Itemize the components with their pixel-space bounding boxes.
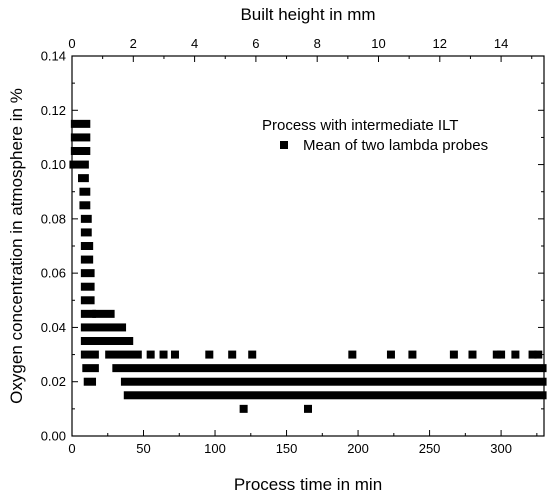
- y-tick-label: 0.14: [41, 49, 66, 64]
- data-point-run: [80, 255, 94, 264]
- data-point: [386, 350, 395, 359]
- data-point: [449, 350, 458, 359]
- data-point-run: [80, 242, 94, 250]
- x2-tick-label: 2: [130, 36, 137, 51]
- axis-ticks: 0 50 100 150 200 250 300 0 2 4 6 8 10 12 14 0.00 0.02 0.0…: [41, 36, 544, 456]
- y-tick-label: 0.04: [41, 320, 66, 335]
- data-point-run: [120, 377, 547, 386]
- x-tick-label: 150: [276, 441, 298, 456]
- x2-tick-label: 14: [494, 36, 508, 51]
- y-axis-title: Oxygen concentration in atmosphere in %: [7, 88, 26, 404]
- x2-tick-label: 10: [371, 36, 385, 51]
- y-tick-label: 0.00: [41, 429, 66, 444]
- x-tick-label: 50: [136, 441, 150, 456]
- data-point-run: [80, 269, 95, 278]
- data-point-run: [80, 350, 99, 359]
- data-point: [348, 350, 357, 359]
- data-point-run: [79, 201, 91, 210]
- x-tick-label: 250: [419, 441, 441, 456]
- legend: Process with intermediate ILT Mean of tw…: [262, 117, 488, 154]
- data-point: [528, 350, 537, 359]
- data-point-run: [78, 174, 89, 183]
- data-point-run: [80, 296, 95, 305]
- data-point: [146, 350, 155, 359]
- data-point: [205, 350, 214, 359]
- data-point: [408, 350, 417, 359]
- legend-marker-square: [280, 141, 288, 149]
- x2-tick-label: 4: [191, 36, 198, 51]
- data-point-run: [80, 214, 92, 223]
- legend-series-label: Mean of two lambda probes: [303, 137, 488, 154]
- y-tick-label: 0.06: [41, 266, 66, 281]
- data-point-run: [82, 364, 99, 373]
- data-point-run: [69, 160, 89, 169]
- data-point-run: [70, 133, 91, 142]
- data-point-run: [80, 228, 92, 237]
- data-point-run: [105, 350, 142, 359]
- y-tick-label: 0.02: [41, 374, 66, 389]
- data-point-run: [79, 187, 91, 196]
- data-marks: [69, 119, 547, 413]
- data-point-run: [80, 282, 95, 291]
- data-point: [511, 350, 520, 359]
- data-point-run: [123, 391, 547, 400]
- x2-tick-label: 12: [433, 36, 447, 51]
- data-point-run: [92, 309, 115, 318]
- x2-tick-label: 0: [68, 36, 75, 51]
- x-tick-label: 300: [490, 441, 512, 456]
- legend-title: Process with intermediate ILT: [262, 117, 458, 134]
- data-point-run: [70, 147, 91, 155]
- data-point: [248, 350, 257, 359]
- data-point-run: [70, 119, 91, 128]
- x2-tick-label: 6: [252, 36, 259, 51]
- y-tick-label: 0.08: [41, 211, 66, 226]
- x-tick-label: 200: [347, 441, 369, 456]
- x-tick-label: 100: [204, 441, 226, 456]
- x-axis-title: Process time in min: [234, 475, 382, 494]
- data-point-run: [80, 323, 127, 332]
- x2-tick-label: 8: [314, 36, 321, 51]
- data-point: [497, 350, 506, 359]
- data-point: [492, 350, 501, 359]
- data-point-run: [83, 377, 97, 386]
- data-point: [534, 350, 543, 359]
- data-point-run: [80, 309, 97, 318]
- x-tick-label: 0: [68, 441, 75, 456]
- data-point: [239, 404, 248, 413]
- data-point: [304, 404, 312, 413]
- data-point-run: [112, 364, 547, 373]
- data-point: [159, 350, 168, 359]
- y-tick-label: 0.10: [41, 157, 66, 172]
- data-point: [468, 350, 477, 359]
- y-tick-label: 0.12: [41, 103, 66, 118]
- top-axis-title: Built height in mm: [240, 5, 375, 24]
- data-point-run: [80, 337, 134, 345]
- data-point: [228, 350, 237, 359]
- data-point: [170, 350, 179, 359]
